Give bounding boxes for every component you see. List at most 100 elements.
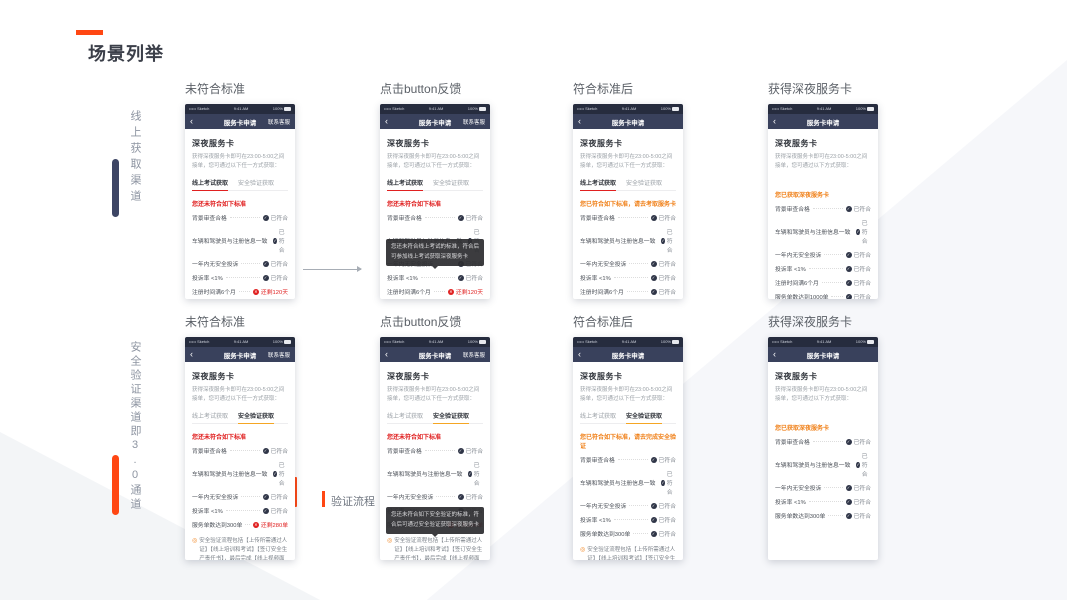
criteria-label: 车辆和驾驶员与注册信息一致 (775, 230, 851, 237)
battery-icon (671, 340, 679, 344)
tab-exam[interactable]: 线上考试获取 (580, 178, 617, 192)
battery-icon (283, 107, 291, 111)
dotted-leader (225, 277, 260, 279)
phone-mockup: ••••• Sketch 9:41 AM 100% ‹ 服务卡申请 联系客服 深夜服务卡 获得… (380, 337, 490, 560)
criteria-label: 一年内无安全投诉 (580, 504, 627, 511)
carrier-text: ••••• Sketch (384, 339, 405, 344)
tab-security[interactable]: 安全验证获取 (626, 411, 663, 425)
carrier-text: ••••• Sketch (189, 339, 210, 344)
nav-title: 服务卡申请 (418, 352, 452, 360)
tab-exam[interactable]: 线上考试获取 (192, 178, 229, 192)
criteria-row: 服务单数达到300单 ✓ 已符合 (580, 529, 676, 538)
nav-title: 服务卡申请 (806, 119, 840, 127)
check-icon: ✓ (845, 512, 852, 519)
check-icon: ✓ (650, 274, 657, 281)
phone-mockup: ••••• Sketch 9:41 AM 100% ‹ 服务卡申请 联系客服 深夜服务卡 获得… (185, 104, 295, 299)
criteria-status: ✓已符合 (262, 259, 288, 269)
check-icon: ✓ (845, 265, 852, 272)
dotted-leader (828, 515, 843, 517)
criteria-label: 投诉率 <1% (580, 518, 611, 525)
criteria-row: 背景审查合格 ✓ 已符合 (775, 204, 871, 213)
criteria-status-text: 还剩120天 (455, 290, 483, 297)
tab-security[interactable]: 安全验证获取 (433, 181, 470, 188)
check-icon: ✓ (273, 470, 277, 477)
phone-mockup: ••••• Sketch 9:41 AM 100% ‹ 服务卡申请 深夜服务卡 获得深夜服务… (768, 104, 878, 299)
criteria-status-text: 已符合 (853, 281, 871, 288)
battery-indicator: 100% (468, 107, 486, 111)
tab-security[interactable]: 安全验证获取 (433, 411, 470, 425)
dotted-leader (229, 217, 260, 219)
back-chevron-icon[interactable]: ‹ (385, 116, 388, 126)
contact-support-link[interactable]: 联系客服 (462, 352, 485, 359)
criteria-status-text: 已符合 (270, 509, 288, 516)
tab-security[interactable]: 安全验证获取 (238, 181, 275, 188)
contact-support-link[interactable]: 联系客服 (462, 119, 485, 126)
criteria-status: ✓已符合 (262, 446, 288, 455)
row-marker-security (112, 455, 119, 515)
back-chevron-icon[interactable]: ‹ (578, 349, 581, 359)
back-chevron-icon[interactable]: ‹ (190, 349, 193, 359)
criteria-label: 投诉率 <1% (387, 276, 418, 283)
battery-percent: 100% (272, 106, 283, 111)
eligibility-status: 您还未符合如下标准 (387, 202, 442, 209)
tab-security[interactable]: 安全验证获取 (238, 411, 275, 425)
dotted-leader (229, 450, 260, 452)
back-chevron-icon[interactable]: ‹ (773, 116, 776, 126)
scenario-title: 点击button反馈 (380, 82, 462, 96)
status-bar: ••••• Sketch 9:41 AM 100% (768, 104, 878, 114)
criteria-label: 背景审查合格 (775, 207, 810, 214)
contact-support-link[interactable]: 联系客服 (267, 352, 290, 359)
criteria-status-text: 已符合 (270, 262, 288, 269)
criteria-row: 投诉率 <1% ✓已符合 (775, 497, 871, 506)
criteria-status-text: 已符合 (465, 216, 483, 223)
phone-mockup: ••••• Sketch 9:41 AM 100% ‹ 服务卡申请 联系客服 深夜服务卡 获得… (380, 104, 490, 299)
acquire-tabs: 线上考试获取 安全验证获取 (192, 178, 288, 192)
criteria-status: ✓已符合 (650, 259, 676, 268)
criteria-label: 一年内无安全投诉 (192, 262, 239, 269)
criteria-status: ✓已符合 (273, 460, 288, 487)
nav-title: 服务卡申请 (223, 352, 257, 360)
dotted-leader (821, 282, 843, 284)
carrier-text: ••••• Sketch (772, 339, 793, 344)
criteria-row: 注册时间满6个月 ✕ 还剩120天 (387, 287, 483, 296)
criteria-status-text: 已符合 (658, 532, 676, 539)
criteria-status-text: 已符合 (666, 472, 673, 497)
tab-security[interactable]: 安全验证获取 (626, 181, 663, 188)
criteria-status: ✓已符合 (262, 506, 288, 516)
criteria-status-text: 已符合 (658, 216, 676, 223)
criteria-status-text: 已符合 (465, 276, 483, 283)
criteria-label: 服务单数达到300单 (775, 514, 826, 521)
dotted-leader (633, 533, 648, 535)
battery-icon (478, 107, 486, 111)
back-chevron-icon[interactable]: ‹ (190, 116, 193, 126)
tab-exam[interactable]: 线上考试获取 (387, 414, 424, 421)
criteria-label: 注册时间满6个月 (192, 290, 236, 297)
status-time: 9:41 AM (816, 106, 832, 111)
eligibility-status: 您还未符合如下标准 (192, 435, 247, 442)
status-bar: ••••• Sketch 9:41 AM 100% (573, 337, 683, 347)
cross-icon: ✕ (252, 288, 259, 295)
criteria-row: 背景审查合格 ✓ 已符合 (387, 446, 483, 455)
criteria-status-text: 已符合 (853, 514, 871, 521)
criteria-row: 一年内无安全投诉 ✓已符合 (192, 259, 288, 268)
battery-percent: 100% (855, 106, 866, 111)
criteria-status-text: 已符合 (853, 253, 871, 260)
check-icon: ✓ (661, 479, 665, 486)
contact-support-link[interactable]: 联系客服 (267, 119, 290, 126)
card-title: 深夜服务卡 (387, 372, 430, 381)
criteria-status-text: 已符合 (853, 486, 871, 493)
tab-exam[interactable]: 线上考试获取 (580, 414, 617, 421)
tab-exam[interactable]: 线上考试获取 (387, 178, 424, 192)
tab-exam[interactable]: 线上考试获取 (192, 414, 229, 421)
criteria-status-text: 已符合 (465, 449, 483, 456)
back-chevron-icon[interactable]: ‹ (773, 349, 776, 359)
check-icon: ✓ (845, 293, 852, 299)
nav-title: 服务卡申请 (611, 352, 645, 360)
nav-bar: ‹ 服务卡申请 联系客服 (380, 114, 490, 129)
back-chevron-icon[interactable]: ‹ (385, 349, 388, 359)
back-chevron-icon[interactable]: ‹ (578, 116, 581, 126)
criteria-label: 投诉率 <1% (580, 276, 611, 283)
criteria-row: 注册时间满6个月 ✕ 还剩120天 (192, 287, 288, 296)
